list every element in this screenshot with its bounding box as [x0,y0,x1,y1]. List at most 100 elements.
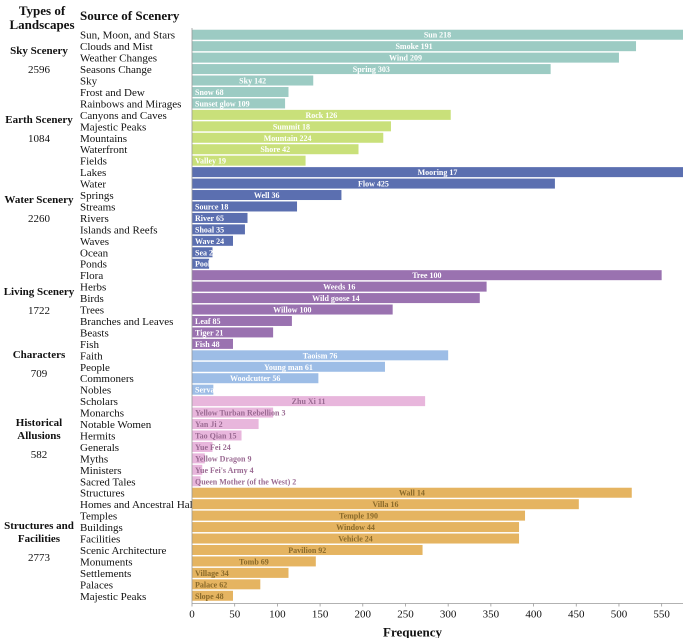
bar-data-label: Yan Ji 2 [195,420,223,429]
bar [192,556,316,567]
bar [192,29,683,40]
category-label: Hermits [80,430,115,442]
group-total: 582 [30,449,48,462]
x-tick-label: 150 [312,609,329,621]
category-label: Seasons Change [80,64,152,76]
group-living-scenery: Living Scenery 1722 [0,286,78,318]
bar [192,235,233,246]
category-label: Fish [80,339,99,351]
category-label: Faith [80,350,103,362]
bar [192,579,261,590]
category-label: Sky [80,76,98,88]
header-types-of-landscapes: Types of Landscapes [9,3,75,32]
category-label: Nobles [80,385,111,397]
bar [192,373,319,384]
bar [192,144,359,155]
category-label: Beasts [80,327,109,339]
bar [192,52,619,63]
x-tick-label: 500 [611,609,628,621]
category-label: Trees [80,305,104,317]
group-name: Historical Allusions [15,417,63,443]
group-name: Water Scenery [4,193,74,206]
bar-data-label: Rock 126 [305,111,337,120]
bar-data-label: Shore 42 [260,145,290,154]
bar-data-label: Snow 68 [195,88,224,97]
bar-data-label: Leaf 85 [195,317,221,326]
category-label: Waves [80,236,109,248]
bar [192,453,205,464]
group-total: 1084 [28,132,50,145]
group-structures-and-facilities: Structures and Facilities 2773 [0,520,78,565]
category-label: Herbs [80,282,106,294]
bar [192,487,632,498]
category-label: Monarchs [80,408,124,420]
bar-data-label: Summit 18 [273,122,310,131]
x-tick-label: 250 [397,609,414,621]
bar [192,41,637,52]
bar-data-label: Mooring 17 [418,168,458,177]
category-label: Settlements [80,568,131,580]
group-name: Structures and Facilities [4,520,74,546]
group-total: 2596 [28,64,50,77]
category-label: Clouds and Mist [80,41,153,53]
bar-data-label: Mountain 224 [264,134,312,143]
category-label: Streams [80,201,115,213]
bar [192,441,213,452]
bar [192,338,233,349]
bar-data-label: Pool 20 [195,260,220,269]
category-label: Canyons and Caves [80,110,167,122]
x-axis-title: Frequency [383,625,442,638]
category-label: Lakes [80,167,106,179]
bar-data-label: Wild goose 14 [312,294,359,303]
bar-data-label: Wind 209 [389,54,422,63]
category-label: Weather Changes [80,53,157,65]
bar-data-label: Spring 303 [353,65,390,74]
category-label: Water [80,179,106,191]
bar-data-label: Wall 14 [399,489,425,498]
category-label: Frost and Dew [80,87,145,99]
category-label: Scholars [80,396,118,408]
bar [192,224,245,235]
category-label: Birds [80,293,104,305]
group-total: 2773 [28,552,50,565]
bar-data-label: Yellow Dragon 9 [195,454,251,463]
bar [192,476,201,487]
bar-data-label: Flow 425 [358,180,389,189]
group-name: Characters [12,348,66,361]
bar-data-label: Zhu Xi 11 [292,397,326,406]
bar-data-label: Fish 48 [195,340,220,349]
x-tick-label: 350 [483,609,500,621]
bar-data-label: Shoal 35 [195,225,224,234]
bar-data-label: Yue Fei's Army 4 [195,466,254,475]
bar-data-label: Tree 100 [412,271,441,280]
category-label: Sacred Tales [80,476,136,488]
category-label: Mountains [80,133,127,145]
bar-data-label: Young man 61 [264,363,313,372]
x-tick-label: 550 [653,609,670,621]
bar [192,499,579,510]
bar-data-label: Pavilion 92 [288,546,326,555]
bar-data-label: Weeds 16 [323,283,355,292]
bar [192,98,286,109]
bar-data-label: Slope 48 [195,592,224,601]
category-label: Springs [80,190,114,202]
x-tick-label: 50 [229,609,241,621]
group-water-scenery: Water Scenery 2260 [0,194,78,226]
bar [192,350,449,361]
bar [192,64,551,75]
bar [192,430,242,441]
category-label: Buildings [80,522,123,534]
category-label: Structures [80,488,125,500]
x-tick-label: 100 [269,609,286,621]
bar-data-label: Wave 24 [195,237,224,246]
category-label: Scenic Architecture [80,545,167,557]
category-label: Notable Women [80,419,152,431]
category-label: Temples [80,511,117,523]
category-label: Sun, Moon, and Stars [80,30,175,42]
bar [192,75,314,86]
bar [192,464,203,475]
x-tick-label: 450 [568,609,585,621]
category-label: Facilities [80,534,120,546]
group-total: 2260 [28,212,50,225]
bar [192,201,298,212]
